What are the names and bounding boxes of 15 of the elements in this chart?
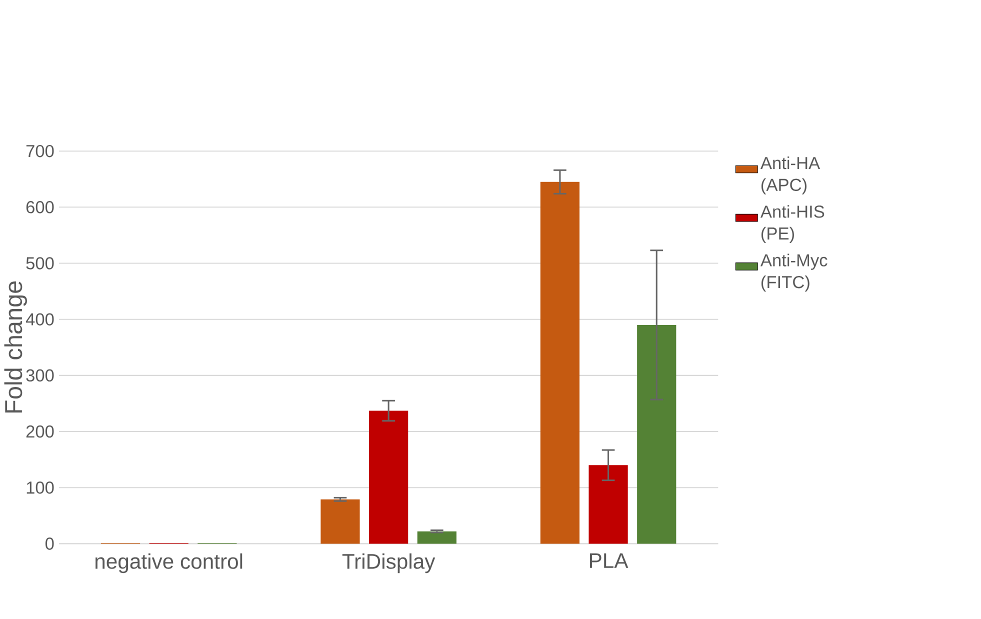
legend-label: Anti-Myc (FITC) [760, 254, 828, 292]
x-tick-label: negative control [96, 553, 242, 574]
legend-label: Anti-HA (APC) [760, 156, 820, 195]
legend-label: Anti-HIS (PE) [760, 205, 824, 244]
y-tick-label: 200 [26, 426, 54, 438]
y-tick-label: 400 [26, 313, 54, 326]
y-tick-label: 500 [26, 257, 54, 270]
y-tick-label: 300 [26, 369, 54, 382]
y-tick-label: 100 [26, 482, 54, 494]
y-tick-label: 0 [45, 538, 54, 550]
y-axis-title: Fold change [4, 282, 27, 413]
y-tick-label: 600 [26, 201, 54, 214]
x-tick-label: TriDisplay [342, 553, 436, 574]
y-tick-label: 700 [26, 145, 54, 158]
x-tick-label: PLA [590, 553, 628, 568]
